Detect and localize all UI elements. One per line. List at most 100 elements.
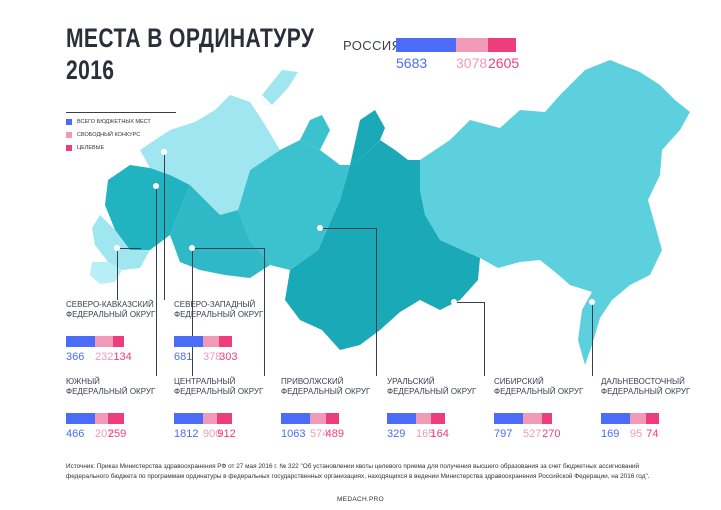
map-novaya-zemlya — [262, 70, 298, 105]
value-total: 681 — [174, 351, 193, 363]
value-total: 366 — [66, 351, 85, 363]
bar-segment-total — [66, 413, 95, 424]
district-label-line1: СЕВЕРО-ЗАПАДНЫЙ — [174, 300, 256, 309]
bar-segment-target — [217, 413, 232, 424]
district-label-dfo: ДАЛЬНЕВОСТОЧНЫЙ ФЕДЕРАЛЬНЫЙ ОКРУГ — [601, 377, 690, 397]
legend-label-total: ВСЕГО БЮДЖЕТНЫХ МЕСТ — [77, 118, 151, 125]
legend: ВСЕГО БЮДЖЕТНЫХ МЕСТ СВОБОДНЫЙ КОНКУРС Ц… — [66, 116, 196, 155]
bar-segment-target — [107, 413, 124, 424]
value-total: 1812 — [174, 428, 199, 440]
leader-line — [192, 248, 264, 249]
leader-anchor-dot — [318, 226, 322, 230]
bar-segment-total — [601, 413, 630, 424]
value-free: 378 — [203, 351, 222, 363]
district-label-line1: УРАЛЬСКИЙ — [387, 377, 435, 386]
district-label-pfo: ПРИВОЛЖСКИЙ ФЕДЕРАЛЬНЫЙ ОКРУГ — [281, 377, 370, 397]
bar-segment-free — [416, 413, 431, 424]
value-free: 574 — [310, 428, 329, 440]
legend-swatch-free — [66, 131, 72, 138]
leader-line — [484, 302, 485, 376]
map-region-volga — [170, 185, 270, 278]
bar-segment-total — [174, 336, 203, 347]
district-label-urfo: УРАЛЬСКИЙ ФЕДЕРАЛЬНЫЙ ОКРУГ — [387, 377, 476, 397]
russia-label: РОССИЯ — [343, 38, 402, 53]
map-taymyr — [350, 110, 385, 165]
district-bar-sfo — [494, 413, 552, 424]
legend-swatch-total — [66, 118, 72, 125]
legend-label-free: СВОБОДНЫЙ КОНКУРС — [77, 131, 141, 138]
district-label-skfo: СЕВЕРО-КАВКАЗСКИЙ ФЕДЕРАЛЬНЫЙ ОКРУГ — [66, 300, 155, 320]
map-region-south — [92, 215, 150, 270]
district-label-line2: ФЕДЕРАЛЬНЫЙ ОКРУГ — [66, 310, 156, 319]
district-label-line1: СИБИРСКИЙ — [494, 377, 544, 386]
bar-segment-target — [325, 413, 339, 424]
district-bar-skfo — [66, 336, 124, 347]
bar-segment-free — [523, 413, 543, 424]
district-bar-urfo — [387, 413, 445, 424]
legend-swatch-target — [66, 144, 72, 151]
value-free: 527 — [523, 428, 542, 440]
leader-line — [454, 302, 484, 303]
title-line-1: МЕСТА В ОРДИНАТУРУ — [66, 23, 315, 53]
bar-segment-total — [387, 413, 416, 424]
value-free: 95 — [630, 428, 643, 440]
value-total: 1063 — [281, 428, 306, 440]
map-region-urals — [238, 140, 350, 270]
footer-site: MEDACH.PRO — [336, 496, 385, 503]
map-yamal — [300, 115, 330, 150]
district-label-cfo: ЦЕНТРАЛЬНЫЙ ФЕДЕРАЛЬНЫЙ ОКРУГ — [174, 377, 263, 397]
value-total: 5683 — [396, 55, 428, 71]
district-label-line2: ФЕДЕРАЛЬНЫЙ ОКРУГ — [174, 310, 264, 319]
leader-line — [592, 302, 593, 376]
bar-segment-total — [396, 38, 456, 52]
bar-segment-free — [95, 413, 108, 424]
value-total: 329 — [387, 428, 406, 440]
district-label-line1: ЮЖНЫЙ — [66, 377, 100, 386]
leader-anchor-dot — [154, 184, 158, 188]
leader-anchor-dot — [190, 246, 194, 250]
leader-line — [264, 248, 265, 376]
leader-line — [192, 248, 193, 376]
value-target: 164 — [430, 428, 449, 440]
value-free: 232 — [95, 351, 114, 363]
leader-line — [376, 228, 377, 376]
bar-segment-target — [219, 336, 232, 347]
value-target: 2605 — [488, 55, 520, 71]
district-label-line1: ПРИВОЛЖСКИЙ — [281, 377, 344, 386]
leader-line — [156, 186, 157, 376]
leader-anchor-dot — [162, 150, 166, 154]
value-target: 134 — [113, 351, 132, 363]
bar-segment-free — [203, 336, 220, 347]
bar-segment-free — [95, 336, 114, 347]
leader-line — [117, 248, 141, 249]
district-bar-cfo — [174, 413, 232, 424]
bar-segment-target — [646, 413, 659, 424]
legend-item-target: ЦЕЛЕВЫЕ — [66, 142, 196, 153]
district-label-line2: ФЕДЕРАЛЬНЫЙ ОКРУГ — [66, 387, 156, 396]
value-free: 900 — [203, 428, 222, 440]
district-label-line1: ЦЕНТРАЛЬНЫЙ — [174, 377, 236, 386]
bar-segment-total — [174, 413, 203, 424]
bar-segment-free — [630, 413, 647, 424]
district-label-line1: ДАЛЬНЕВОСТОЧНЫЙ — [601, 377, 685, 386]
value-target: 912 — [217, 428, 236, 440]
map-region-far-east — [420, 60, 690, 365]
district-bar-ufo — [66, 413, 124, 424]
district-label-line2: ФЕДЕРАЛЬНЫЙ ОКРУГ — [494, 387, 584, 396]
bar-segment-total — [66, 336, 95, 347]
source-note: Источник: Приказ Министерства здравоохра… — [66, 463, 650, 480]
map-northeast-islands — [605, 115, 624, 130]
bar-segment-target — [430, 413, 445, 424]
map-region-north-west — [140, 95, 280, 215]
leader-anchor-dot — [452, 300, 456, 304]
legend-item-total: ВСЕГО БЮДЖЕТНЫХ МЕСТ — [66, 116, 196, 127]
district-label-line2: ФЕДЕРАЛЬНЫЙ ОКРУГ — [601, 387, 691, 396]
district-bar-dfo — [601, 413, 659, 424]
value-free: 165 — [416, 428, 435, 440]
district-label-line2: ФЕДЕРАЛЬНЫЙ ОКРУГ — [174, 387, 264, 396]
leader-anchor-dot — [590, 300, 594, 304]
district-label-line2: ФЕДЕРАЛЬНЫЙ ОКРУГ — [387, 387, 477, 396]
map-region-central — [105, 165, 190, 250]
value-free: 207 — [95, 428, 114, 440]
